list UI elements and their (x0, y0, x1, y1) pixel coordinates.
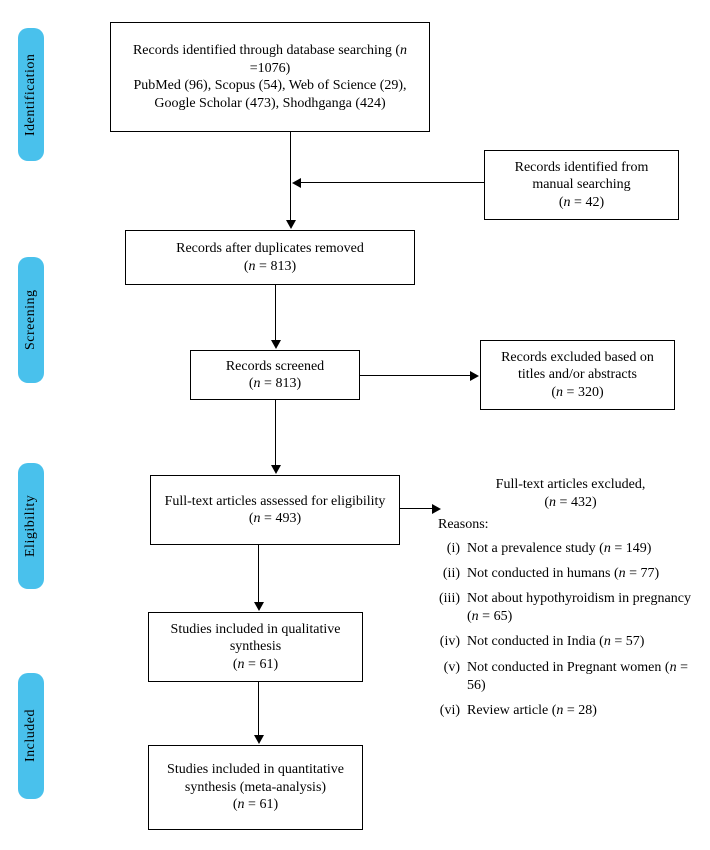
node-screened: Records screened(n = 813) (190, 350, 360, 400)
node-db-search: Records identified through database sear… (110, 22, 430, 132)
node-dedup: Records after duplicates removed(n = 813… (125, 230, 415, 285)
node-qualitative: Studies included in qualitative synthesi… (148, 612, 363, 682)
stage-eligibility: Eligibility (18, 463, 44, 589)
arrowhead-n6 (271, 465, 281, 474)
edge-n6-reasons (400, 508, 435, 509)
node-excluded-abstracts: Records excluded based on titles and/or … (480, 340, 675, 410)
node-manual-search: Records identified from manual searching… (484, 150, 679, 220)
reasons-excluded: Full-text articles excluded,(n = 432) Re… (438, 476, 703, 726)
edge-n4-n5 (360, 375, 470, 376)
edge-n6-n7 (258, 545, 259, 602)
stage-identification: Identification (18, 28, 44, 161)
stage-screening: Screening (18, 257, 44, 383)
arrowhead-n3 (286, 220, 296, 229)
arrowhead-n4 (271, 340, 281, 349)
arrowhead-junction (292, 178, 301, 188)
edge-n2-junction (300, 182, 484, 183)
stage-included: Included (18, 673, 44, 799)
arrowhead-n8 (254, 735, 264, 744)
edge-n3-n4 (275, 285, 276, 340)
node-quantitative: Studies included in quantitative synthes… (148, 745, 363, 830)
edge-n7-n8 (258, 682, 259, 735)
node-fulltext-assessed: Full-text articles assessed for eligibil… (150, 475, 400, 545)
arrowhead-reasons (432, 504, 441, 514)
arrowhead-n5 (470, 371, 479, 381)
edge-junction-n3 (290, 182, 291, 220)
arrowhead-n7 (254, 602, 264, 611)
edge-n4-n6 (275, 400, 276, 465)
edge-n1-junction (290, 132, 291, 182)
